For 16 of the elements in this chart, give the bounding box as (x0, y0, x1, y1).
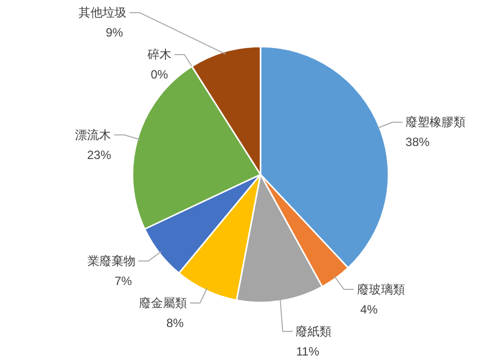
slice-label: 廢紙類 (296, 324, 332, 338)
slice-label: 廢塑橡膠類 (406, 115, 466, 130)
data-label: 8% (166, 316, 184, 330)
slice-label: 漂流木 (75, 128, 112, 142)
slice-label: 其他垃圾 (78, 6, 126, 20)
data-label: 11% (296, 344, 320, 358)
slice-label: 廢金屬類 (139, 296, 188, 310)
data-label: 38% (406, 135, 430, 150)
data-label: 23% (87, 148, 112, 162)
data-label: 9% (106, 26, 124, 40)
data-label: 4% (360, 302, 378, 316)
text: 0% (150, 68, 168, 82)
slice-label: 廢玻璃類 (356, 282, 405, 296)
data-label: 7% (114, 274, 132, 288)
slice-label: 業廢棄物 (87, 254, 136, 268)
legend-label: 碎木 (146, 48, 172, 62)
